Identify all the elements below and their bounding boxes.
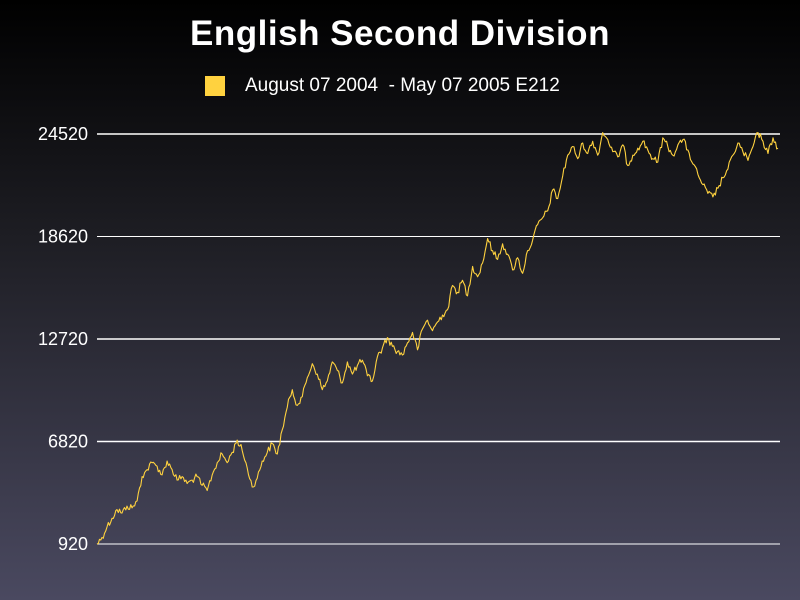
legend-label: August 07 2004 - May 07 2005 E212	[245, 75, 560, 96]
y-tick-label: 920	[58, 534, 88, 554]
y-tick-label: 6820	[48, 432, 88, 452]
series-line	[96, 132, 779, 545]
y-tick-label: 18620	[38, 227, 88, 247]
y-tick-label: 12720	[38, 329, 88, 349]
y-tick-label: 24520	[38, 124, 88, 144]
legend: August 07 2004 - May 07 2005 E212	[205, 74, 560, 98]
legend-swatch	[205, 76, 225, 96]
chart-title: English Second Division	[190, 14, 610, 53]
